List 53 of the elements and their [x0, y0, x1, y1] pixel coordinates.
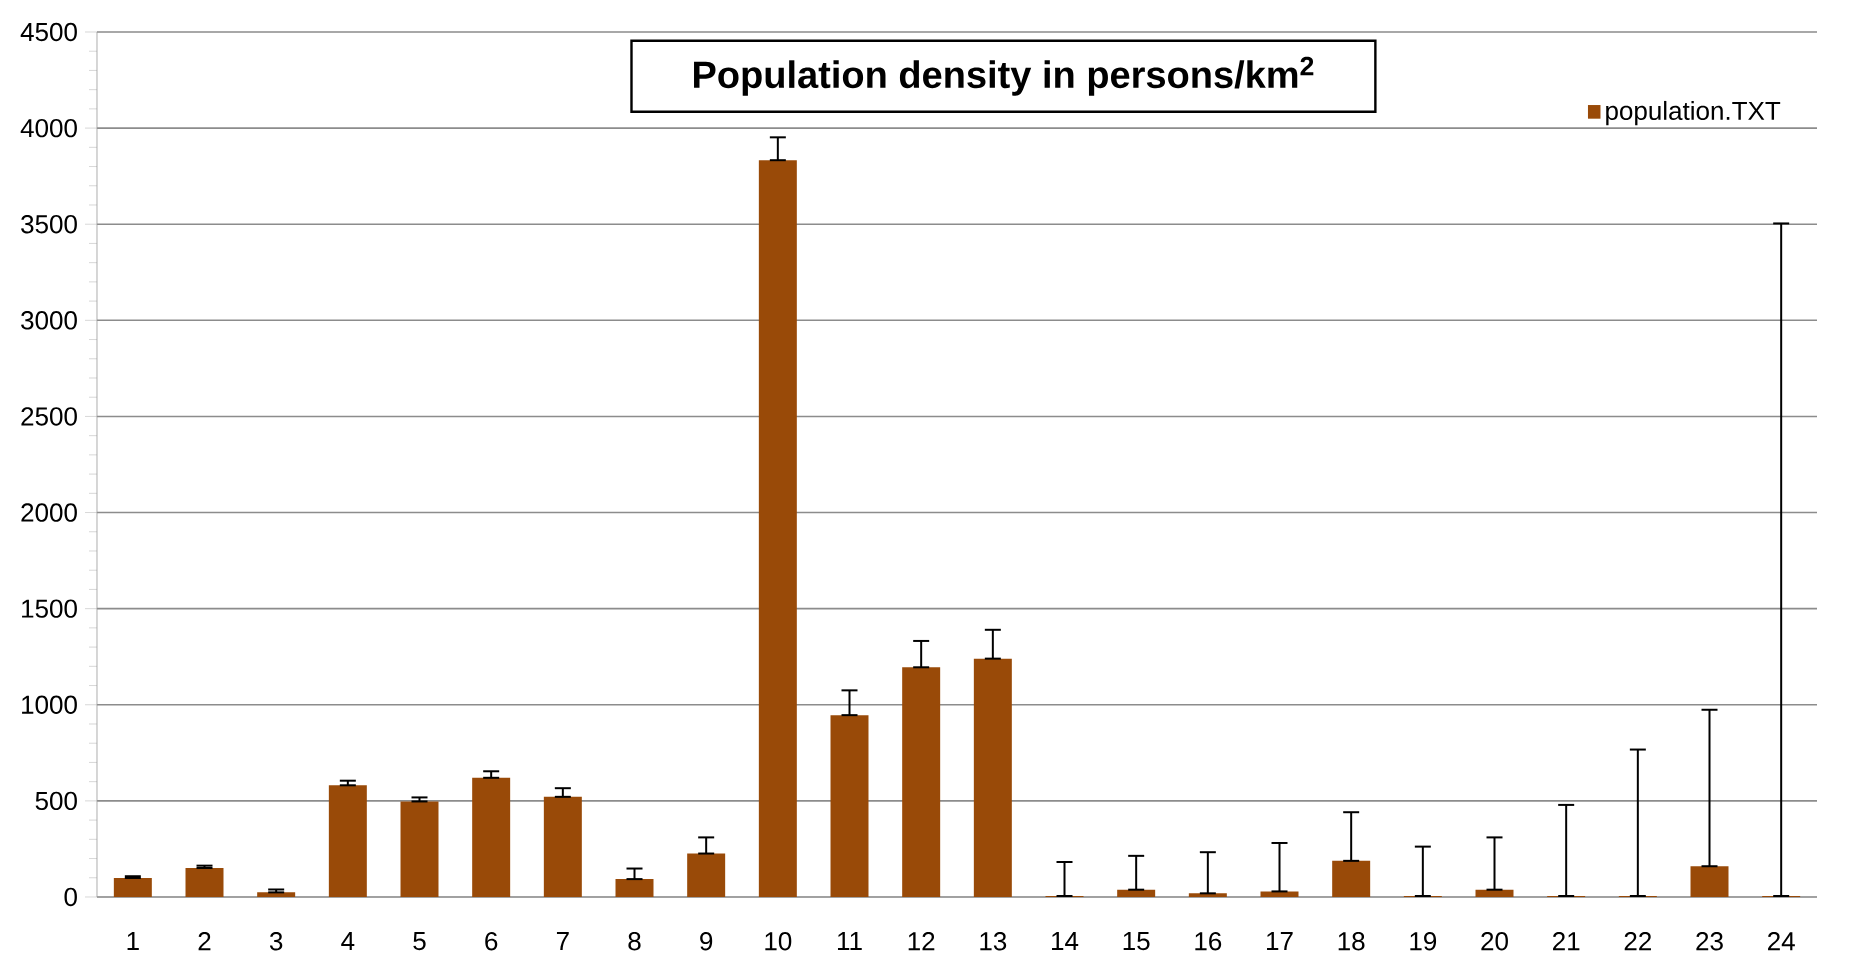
x-tick-label: 14	[1052, 932, 1079, 950]
y-tick-label: 1000	[22, 695, 77, 714]
bar	[1117, 889, 1156, 897]
x-tick-label: 13	[980, 932, 1007, 951]
y-tick-label: 2500	[21, 407, 77, 426]
bar	[113, 877, 152, 897]
x-tick-label: 23	[1696, 932, 1723, 951]
x-tick-label: 5	[413, 932, 426, 951]
bar	[328, 785, 367, 897]
x-tick-label: 3	[269, 932, 283, 951]
x-tick-label: 7	[556, 932, 569, 950]
bar	[543, 796, 582, 897]
bar	[1690, 866, 1729, 897]
x-tick-label: 12	[908, 932, 935, 951]
x-tick-label: 9	[700, 932, 713, 951]
y-tick-label: 500	[35, 791, 77, 811]
x-tick-label: 19	[1410, 932, 1437, 951]
y-tick-label: 4000	[20, 118, 77, 138]
x-tick-label: 18	[1338, 932, 1365, 951]
x-tick-label: 2	[198, 932, 211, 951]
x-tick-label: 10	[765, 932, 792, 951]
bar	[902, 667, 941, 897]
bar	[758, 160, 797, 897]
y-tick-label: 0	[64, 887, 77, 907]
x-tick-label: 22	[1624, 932, 1651, 951]
bar	[185, 867, 224, 897]
x-tick-label: 1	[127, 932, 139, 950]
x-tick-label: 20	[1481, 932, 1508, 951]
x-tick-label: 16	[1195, 932, 1222, 951]
bar	[830, 715, 869, 897]
x-tick-label: 11	[837, 932, 862, 950]
bar	[400, 801, 439, 897]
x-tick-label: 8	[628, 932, 641, 951]
bar	[257, 892, 296, 897]
y-tick-label: 4500	[20, 22, 77, 42]
x-tick-label: 17	[1267, 932, 1293, 950]
x-tick-label: 6	[485, 932, 498, 951]
y-tick-label: 3000	[21, 311, 77, 330]
bar	[973, 658, 1012, 897]
bar	[1260, 891, 1299, 897]
y-tick-label: 1500	[22, 599, 77, 618]
bar	[615, 879, 654, 897]
legend-label: population.TXT	[1606, 100, 1781, 126]
x-tick-label: 21	[1553, 932, 1580, 951]
y-tick-label: 3500	[21, 215, 77, 234]
x-tick-label: 4	[341, 932, 355, 950]
bar	[1332, 860, 1371, 897]
y-tick-label: 2000	[21, 503, 77, 522]
text: Population density in persons/km$^{2}$	[694, 56, 1314, 96]
bar	[687, 853, 726, 897]
bar	[472, 777, 511, 897]
x-tick-label: 24	[1768, 932, 1795, 951]
x-tick-label: 15	[1123, 932, 1150, 951]
